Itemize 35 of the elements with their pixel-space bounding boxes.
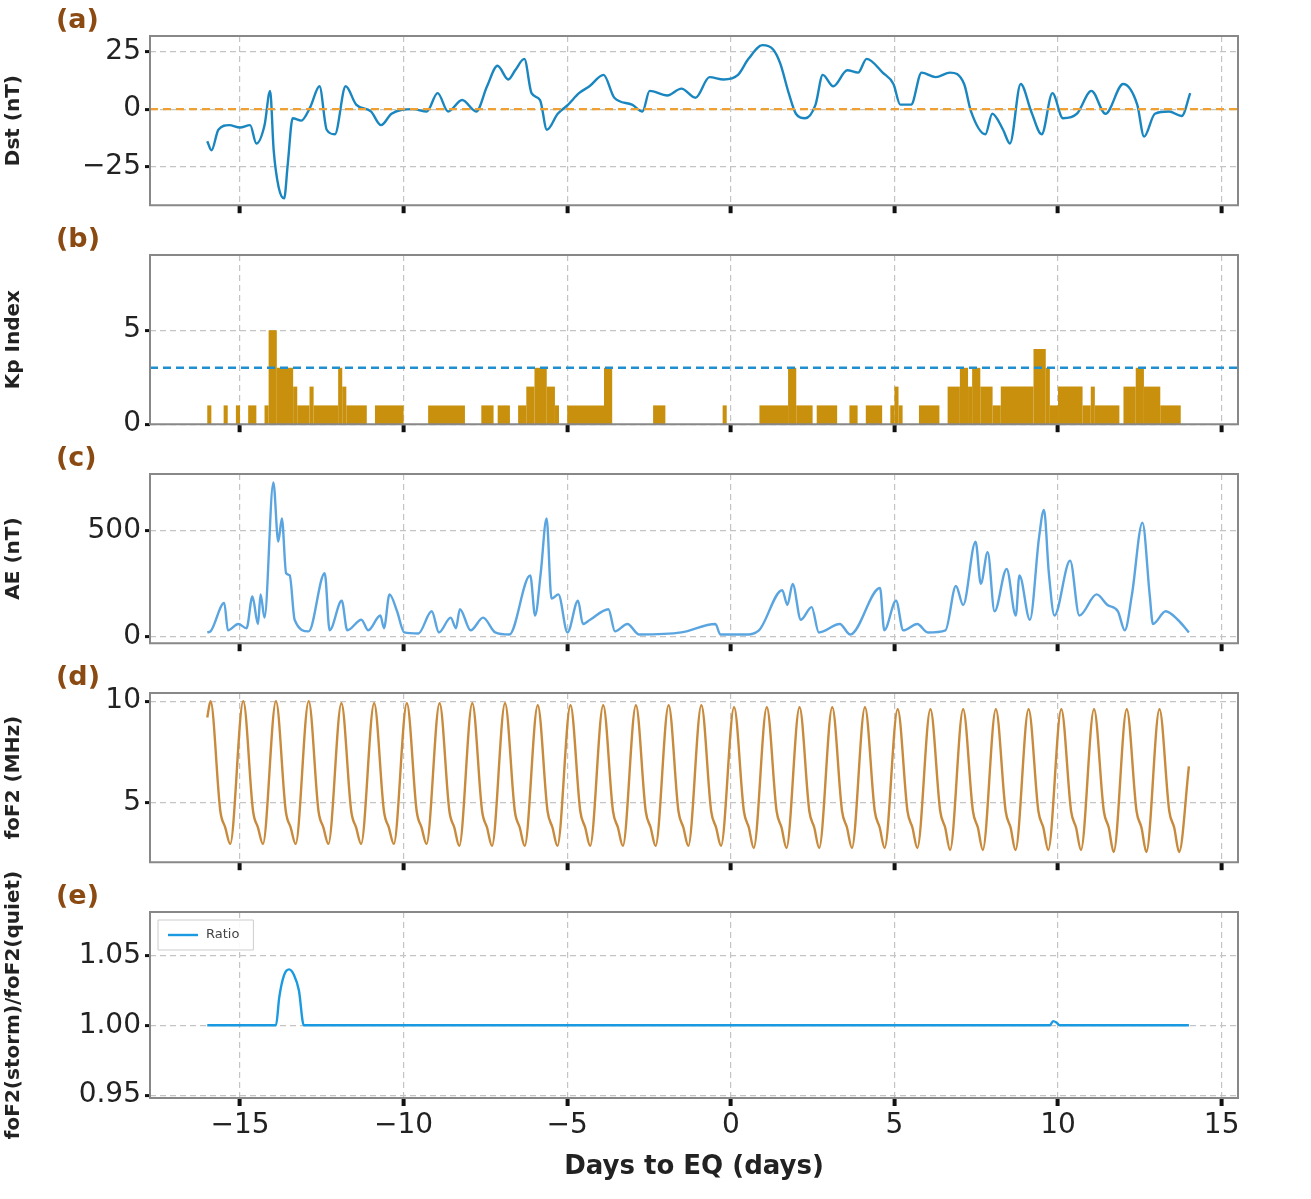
x-tick-label: 15 [1203, 1107, 1240, 1141]
y-axis-title: Dst (nT) [0, 75, 25, 167]
y-tick-label: 25 [105, 33, 141, 67]
y-tick-label: 1.00 [78, 1006, 141, 1040]
text: (d) [56, 659, 101, 691]
y-axis-title: Kp Index [0, 289, 25, 390]
y-tick-label: 10 [105, 682, 141, 716]
x-tick-label: −10 [374, 1107, 434, 1141]
x-tick-label: 0 [721, 1107, 740, 1141]
x-tick-label: −15 [210, 1107, 270, 1141]
text: (a) [56, 2, 99, 34]
y-tick-label: 1.05 [78, 936, 141, 970]
y-axis-title: foF2 (MHz) [0, 715, 25, 840]
y-tick-label: 0 [123, 405, 141, 439]
text: (b) [56, 221, 101, 253]
y-tick-label: 0 [123, 90, 141, 124]
y-tick-label: −25 [81, 147, 141, 181]
line-series [206, 968, 1191, 1027]
text: (e) [56, 878, 99, 910]
y-axis-title: AE (nT) [0, 517, 25, 600]
y-tick-label: 5 [123, 784, 141, 818]
text: (c) [56, 440, 97, 472]
y-tick-label: 0 [123, 617, 141, 651]
y-tick-label: 500 [87, 512, 141, 546]
y-axis-title: foF2(storm)/foF2(quiet) [0, 870, 25, 1140]
line-series [206, 43, 1192, 200]
x-tick-label: −5 [546, 1107, 588, 1141]
y-tick-label: 5 [123, 311, 141, 345]
x-axis-title: Days to EQ (days) [564, 1150, 824, 1181]
x-tick-label: 10 [1040, 1107, 1076, 1141]
line-series [206, 481, 1191, 636]
x-tick-label: 5 [885, 1107, 904, 1141]
y-tick-label: 0.95 [78, 1076, 141, 1110]
legend-label: Ratio [206, 926, 240, 942]
line-series [206, 699, 1191, 854]
